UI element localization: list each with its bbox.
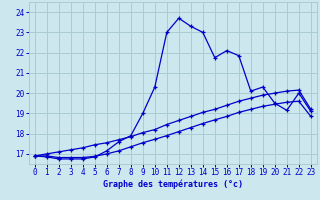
X-axis label: Graphe des températures (°c): Graphe des températures (°c) (103, 180, 243, 189)
